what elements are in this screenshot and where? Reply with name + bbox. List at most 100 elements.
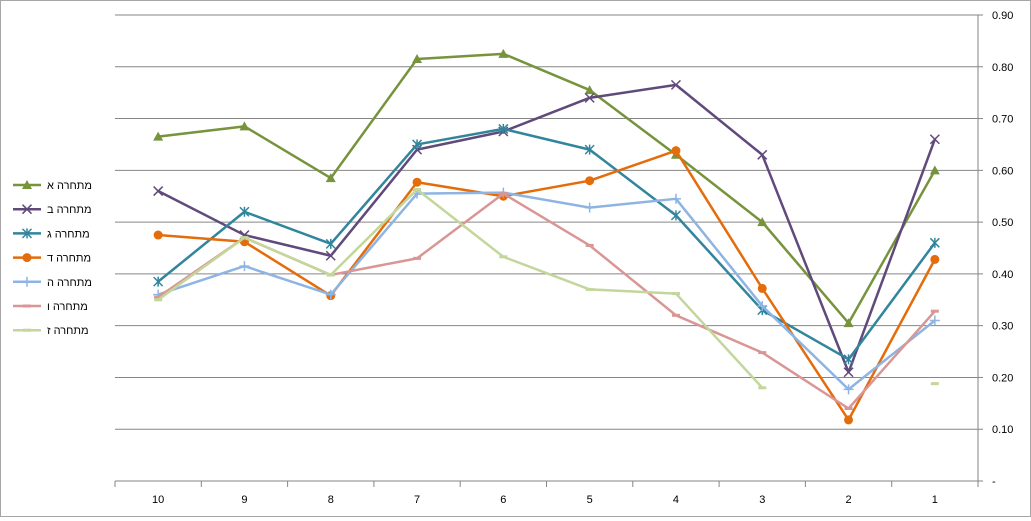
legend-marker — [22, 180, 32, 189]
x-tick-label: 1 — [932, 494, 938, 506]
gridlines — [115, 14, 978, 430]
y-tick-label: 0.40 — [992, 269, 1013, 281]
legend-label: מתחרה ה — [47, 277, 92, 289]
y-tick-label: - — [992, 476, 996, 488]
data-point — [757, 217, 768, 227]
data-point — [585, 243, 594, 247]
x-tick-label: 3 — [759, 494, 765, 506]
x-tick-label: 6 — [500, 494, 506, 506]
legend: מתחרה א מתחרה ב מתחרה ג מתחרה ד מתחרה ה מתחרה… — [13, 180, 92, 337]
data-point — [757, 283, 767, 293]
legend-item: מתחרה ה — [13, 276, 92, 289]
data-point — [584, 144, 595, 155]
data-point — [326, 273, 335, 277]
y-tick-label: 0.80 — [992, 62, 1013, 74]
legend-label: מתחרה א — [47, 180, 92, 192]
series-5 — [153, 187, 940, 395]
data-point — [413, 256, 422, 260]
data-point — [843, 318, 854, 328]
x-tick-label: 10 — [152, 494, 164, 506]
data-point — [154, 298, 163, 302]
data-point — [758, 386, 767, 390]
data-point — [412, 54, 423, 64]
data-point — [584, 202, 595, 213]
data-point — [239, 121, 250, 131]
data-point — [930, 382, 939, 386]
data-point — [843, 367, 854, 378]
data-point — [412, 139, 423, 150]
series-line — [157, 83, 937, 374]
legend-item: מתחרה ב — [13, 204, 92, 216]
legend-item: מתחרה ד — [13, 253, 91, 265]
data-point — [325, 238, 336, 249]
data-point — [153, 131, 164, 141]
legend-marker — [22, 276, 32, 287]
data-point — [584, 85, 595, 95]
x-axis: 10 9 8 7 6 5 4 3 2 1 — [114, 480, 979, 506]
legend-label: מתחרה ד — [47, 253, 91, 265]
y-tick-label: 0.10 — [992, 424, 1013, 436]
x-tick-label: 4 — [673, 494, 679, 506]
data-point — [153, 276, 164, 287]
x-tick-label: 5 — [587, 494, 593, 506]
data-point — [499, 192, 508, 196]
series-line — [158, 52, 936, 325]
legend-marker — [21, 204, 33, 215]
data-point — [930, 254, 940, 264]
data-point — [843, 354, 854, 365]
data-point — [584, 92, 595, 103]
data-point — [758, 351, 767, 355]
legend-label: מתחרה ג — [47, 228, 90, 240]
data-point — [325, 173, 336, 183]
series-line — [157, 191, 936, 391]
series-layer — [153, 48, 940, 425]
legend-marker — [23, 328, 31, 332]
data-point — [325, 289, 336, 300]
data-point — [670, 79, 681, 90]
data-point — [240, 236, 249, 240]
data-point — [671, 292, 680, 296]
x-tick-label: 9 — [241, 494, 247, 506]
y-tick-label: 0.30 — [992, 321, 1013, 333]
data-point — [153, 186, 164, 197]
legend-label: מתחרה ב — [47, 204, 92, 216]
data-point — [585, 287, 594, 291]
data-point — [929, 134, 940, 145]
series-4 — [153, 146, 940, 425]
y-tick-label: 0.60 — [992, 165, 1013, 177]
data-point — [413, 187, 422, 191]
y-tick-label: 0.50 — [992, 217, 1013, 229]
data-point — [154, 295, 163, 299]
legend-marker — [22, 253, 32, 263]
data-point — [757, 300, 768, 311]
data-point — [843, 384, 854, 395]
series-3 — [153, 123, 940, 365]
series-line — [157, 192, 936, 410]
legend-item: מתחרה א — [13, 180, 92, 192]
data-point — [670, 210, 681, 221]
legend-marker — [21, 228, 33, 239]
data-point — [844, 415, 854, 425]
series-7 — [154, 187, 939, 390]
data-point — [412, 177, 422, 187]
legend-marker — [23, 304, 31, 308]
series-line — [157, 127, 936, 361]
data-point — [498, 48, 509, 58]
legend-label: מתחרה ו — [47, 301, 88, 313]
legend-item: מתחרה ו — [13, 301, 88, 313]
legend-item: מתחרה ז — [13, 325, 89, 337]
data-point — [929, 315, 940, 326]
data-point — [671, 146, 681, 156]
data-point — [325, 250, 336, 261]
series-1 — [153, 48, 940, 328]
y-axis: - 0.10 0.20 0.30 0.40 0.50 0.60 0.70 0.80 0.90 — [977, 10, 1013, 488]
series-line — [157, 188, 764, 389]
data-point — [585, 176, 595, 186]
y-tick-label: 0.70 — [992, 114, 1013, 126]
data-point — [498, 123, 509, 134]
series-line — [158, 149, 936, 422]
data-point — [239, 206, 250, 217]
data-point — [670, 193, 681, 204]
